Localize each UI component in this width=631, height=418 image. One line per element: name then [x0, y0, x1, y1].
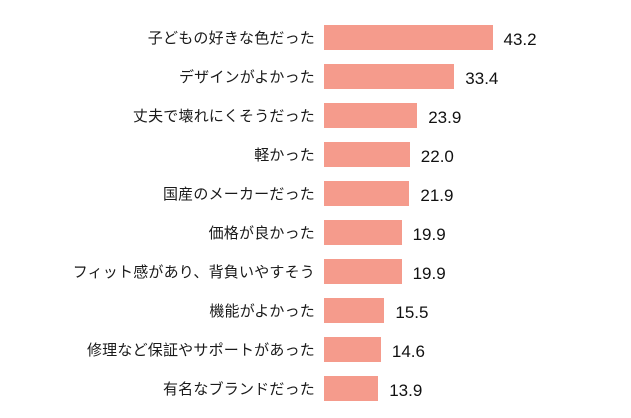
chart-row: 修理など保証やサポートがあった 14.6	[0, 330, 631, 369]
bar-area: 19.9	[324, 252, 631, 291]
category-label: 子どもの好きな色だった	[147, 30, 315, 47]
bar	[324, 103, 418, 128]
chart-row: 有名なブランドだった 13.9	[0, 369, 631, 408]
bar-area: 14.6	[324, 330, 631, 369]
value-label: 19.9	[412, 224, 446, 244]
value-label: 19.9	[412, 263, 446, 283]
chart-row: 丈夫で壊れにくそうだった 23.9	[0, 96, 631, 135]
chart-row: 国産のメーカーだった 21.9	[0, 174, 631, 213]
chart-row: デザインがよかった 33.4	[0, 57, 631, 96]
bar	[324, 376, 379, 401]
category-label: 丈夫で壊れにくそうだった	[132, 108, 315, 125]
bar	[324, 259, 402, 284]
bar-area: 22.0	[324, 135, 631, 174]
value-label: 15.5	[395, 302, 429, 322]
category-label: 価格が良かった	[208, 225, 315, 242]
value-label: 21.9	[420, 185, 454, 205]
category-label: 軽かった	[254, 147, 315, 164]
category-label: 修理など保証やサポートがあった	[86, 342, 315, 359]
chart-row: フィット感があり、背負いやすそう 19.9	[0, 252, 631, 291]
chart-row: 子どもの好きな色だった 43.2	[0, 18, 631, 57]
value-label: 33.4	[465, 68, 499, 88]
bar	[324, 142, 410, 167]
bar	[324, 181, 410, 206]
category-label: フィット感があり、背負いやすそう	[72, 264, 315, 281]
bar	[324, 298, 385, 323]
bar-area: 13.9	[324, 369, 631, 408]
category-label: 機能がよかった	[209, 303, 315, 320]
bar	[324, 25, 493, 50]
value-label: 22.0	[420, 146, 454, 166]
chart-rows: 子どもの好きな色だった 43.2 デザインがよかった 33.4 丈夫で壊れにくそうだった…	[0, 18, 631, 408]
bar-area: 19.9	[324, 213, 631, 252]
category-label: デザインがよかった	[178, 69, 315, 86]
category-label: 有名なブランドだった	[162, 381, 315, 398]
bar-area: 15.5	[324, 291, 631, 330]
bar	[324, 337, 381, 362]
value-label: 23.9	[428, 107, 462, 127]
chart-row: 軽かった 22.0	[0, 135, 631, 174]
bar-area: 23.9	[324, 96, 631, 135]
category-label: 国産のメーカーだった	[162, 186, 315, 203]
bar-area: 33.4	[324, 57, 631, 96]
chart-row: 価格が良かった 19.9	[0, 213, 631, 252]
value-label: 13.9	[389, 380, 423, 400]
chart-row: 機能がよかった 15.5	[0, 291, 631, 330]
value-label: 43.2	[503, 29, 537, 49]
bar	[324, 64, 455, 89]
bar-area: 21.9	[324, 174, 631, 213]
bar	[324, 220, 402, 245]
value-label: 14.6	[391, 341, 425, 361]
bar-area: 43.2	[324, 18, 631, 57]
